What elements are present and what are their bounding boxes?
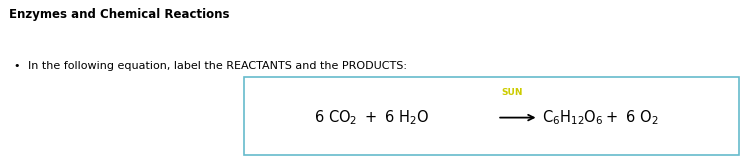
Text: In the following equation, label the REACTANTS and the PRODUCTS:: In the following equation, label the REA… bbox=[28, 61, 407, 71]
FancyBboxPatch shape bbox=[244, 77, 739, 155]
Text: $\mathrm{C_6H_{12}O_6}+\ 6\ \mathrm{O_2}$: $\mathrm{C_6H_{12}O_6}+\ 6\ \mathrm{O_2}… bbox=[542, 108, 658, 127]
Text: $6\ \mathrm{CO_2}\ +\ 6\ \mathrm{H_2O}$: $6\ \mathrm{CO_2}\ +\ 6\ \mathrm{H_2O}$ bbox=[314, 108, 429, 127]
Text: •: • bbox=[13, 61, 20, 71]
Text: Enzymes and Chemical Reactions: Enzymes and Chemical Reactions bbox=[9, 8, 230, 21]
Text: SUN: SUN bbox=[502, 88, 523, 97]
